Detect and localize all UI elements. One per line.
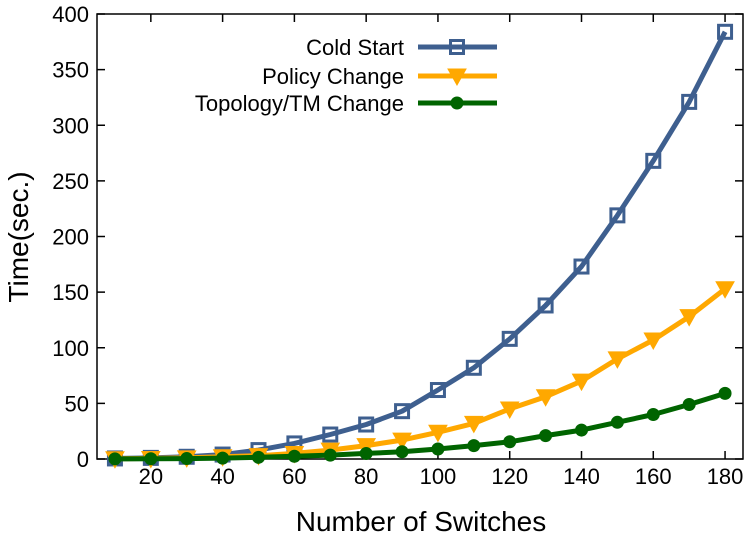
x-tick-label: 80 (354, 464, 378, 489)
data-point (429, 382, 446, 399)
data-point (715, 281, 735, 299)
x-tick-label: 100 (420, 464, 457, 489)
data-point (252, 450, 265, 464)
data-point (463, 415, 484, 434)
data-point (645, 152, 662, 169)
data-point (646, 408, 660, 421)
x-axis-title: Number of Switches (296, 506, 547, 536)
legend-label: Policy Change (262, 64, 404, 89)
data-point (610, 415, 624, 429)
data-point (323, 448, 337, 462)
data-point (682, 397, 696, 411)
data-point (395, 445, 409, 459)
series-topology-tm-change (108, 386, 732, 466)
data-point (359, 446, 373, 460)
legend-swatch-marker (450, 96, 464, 110)
legend-swatch-marker (447, 68, 467, 87)
data-point (539, 429, 553, 443)
y-tick-label: 300 (52, 113, 89, 138)
data-point (718, 386, 732, 400)
y-tick-label: 0 (77, 447, 89, 472)
data-point (394, 403, 411, 420)
x-tick-label: 180 (707, 464, 744, 489)
data-point (607, 351, 628, 369)
legend-label: Topology/TM Change (195, 91, 404, 116)
y-tick-label: 150 (52, 280, 89, 305)
data-point (358, 416, 375, 433)
data-point (499, 401, 520, 419)
data-point (287, 449, 301, 463)
y-tick-label: 250 (52, 169, 89, 194)
data-point (643, 332, 664, 350)
data-point (573, 258, 590, 275)
data-point (609, 207, 626, 224)
y-tick-label: 350 (52, 58, 89, 83)
data-point (216, 451, 230, 465)
data-point (428, 424, 448, 443)
data-point (575, 423, 588, 437)
data-point (681, 93, 698, 110)
plot-frame (96, 13, 744, 460)
data-point (392, 432, 412, 451)
x-tick-label: 120 (491, 464, 528, 489)
y-tick-label: 100 (52, 336, 89, 361)
data-point (717, 23, 734, 40)
data-point (431, 442, 445, 456)
data-point (467, 439, 481, 453)
legend-swatch-marker (449, 39, 465, 55)
data-point (503, 435, 517, 449)
data-point (322, 426, 339, 443)
data-point (537, 297, 554, 314)
data-point (501, 330, 518, 347)
y-tick-label: 200 (52, 225, 89, 250)
data-point (144, 452, 158, 466)
data-point (465, 359, 482, 376)
x-tick-label: 40 (210, 464, 234, 489)
y-tick-label: 400 (52, 2, 89, 27)
x-tick-label: 140 (563, 464, 600, 489)
data-point (535, 389, 556, 407)
y-tick-label: 50 (65, 391, 89, 416)
data-point (180, 452, 194, 466)
y-axis-title: Time(sec.) (3, 171, 34, 302)
data-point (679, 309, 700, 327)
x-tick-label: 60 (282, 464, 306, 489)
series-layer (105, 23, 735, 469)
series-policy-change (105, 281, 735, 469)
data-point (571, 373, 592, 392)
data-point (356, 438, 377, 456)
data-point (108, 452, 122, 466)
x-tick-label: 160 (635, 464, 672, 489)
series-line (114, 286, 727, 462)
legend-label: Cold Start (306, 35, 404, 60)
